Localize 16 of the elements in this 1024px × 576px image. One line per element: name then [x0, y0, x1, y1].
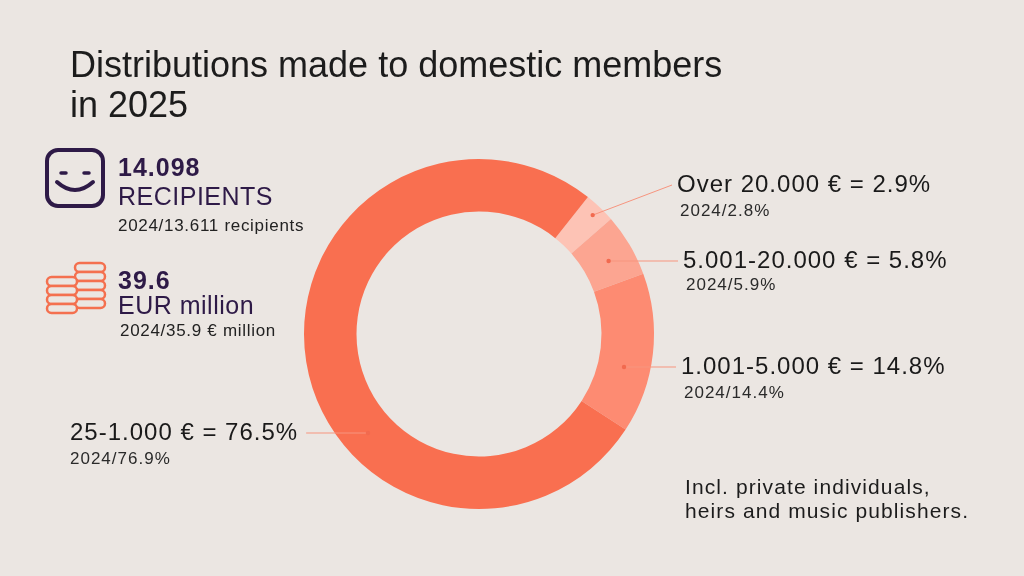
text: 2024/5.9%	[686, 274, 777, 294]
slice-label: 25-1.000 € = 76.5%	[70, 417, 299, 445]
chart-title: Distributions made to domestic members in 2025	[70, 44, 724, 125]
text: 14.098	[118, 153, 201, 181]
slice-label: Over 20.000 € = 2.9%	[677, 169, 932, 197]
text: RECIPIENTS	[118, 182, 274, 210]
text: 39.6	[118, 266, 171, 294]
text: 2024/76.9%	[70, 448, 171, 468]
text: 2024/2.8%	[680, 200, 771, 220]
text: EUR million	[118, 291, 255, 319]
text: 2024/35.9 € million	[120, 321, 277, 341]
text: 2024/14.4%	[684, 382, 785, 402]
slice-label: 1.001-5.000 € = 14.8%	[681, 351, 946, 379]
text: Incl. private individuals, heirs and music publishers.	[685, 475, 971, 523]
text: 2024/13.611 recipients	[118, 216, 305, 236]
slice-label: 5.001-20.000 € = 5.8%	[683, 245, 948, 273]
